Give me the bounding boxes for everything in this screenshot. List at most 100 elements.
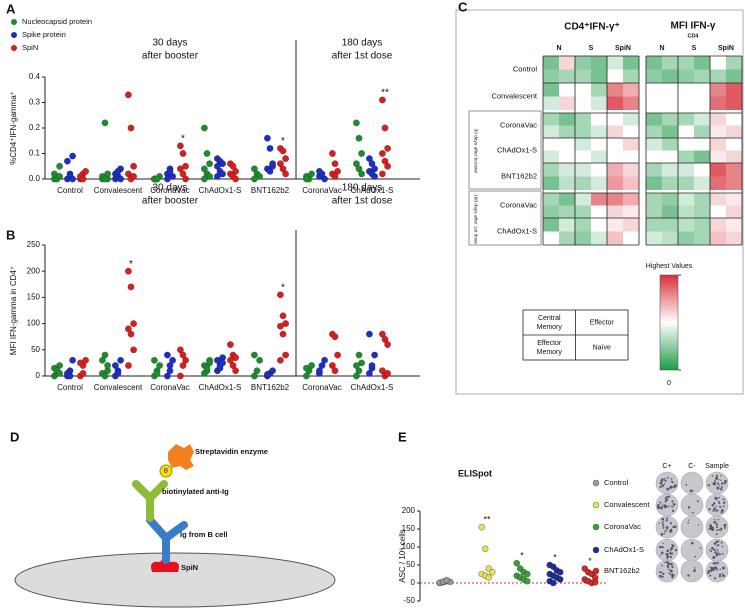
legend-marker [592, 523, 600, 531]
dot [358, 359, 366, 367]
well-spot [712, 502, 716, 505]
heat-cell [726, 193, 742, 206]
significance: ** [381, 88, 389, 99]
well-spot [709, 526, 713, 529]
panel-letter: D [10, 429, 19, 444]
well-spot [722, 498, 725, 501]
heat-cell [646, 218, 662, 232]
heat-cell [591, 56, 607, 70]
dot [69, 175, 77, 183]
well-spot [659, 570, 662, 574]
significance: * [181, 133, 185, 144]
well-spot [661, 545, 664, 549]
ig-antibody [146, 516, 188, 564]
well-spot [671, 505, 674, 508]
well-spot [707, 569, 710, 572]
well-spot [716, 561, 719, 565]
heat-cell [662, 125, 678, 138]
dot [523, 570, 531, 578]
well-spot [720, 475, 722, 477]
dot [549, 579, 557, 587]
heat-cell [710, 163, 726, 177]
heat-cell [591, 83, 607, 97]
well-spot [687, 506, 691, 509]
well-spot [718, 573, 722, 576]
heat-cell [646, 231, 662, 245]
well-spot [658, 545, 662, 549]
dot [206, 160, 214, 168]
dot [232, 354, 240, 362]
heat-cell [575, 96, 591, 110]
dot [179, 170, 187, 178]
dot [216, 364, 224, 372]
well-spot [665, 519, 668, 522]
well-spot [669, 555, 672, 559]
y-axis-title: ASC / 10⁶ cells [398, 529, 407, 583]
heat-cell [646, 69, 662, 83]
dot [321, 356, 329, 364]
dot [163, 351, 171, 359]
well-spot [712, 566, 715, 569]
heat-cell [559, 218, 575, 232]
heat-cell [678, 163, 694, 177]
heat-cell [646, 83, 662, 97]
well-spot [665, 526, 669, 529]
heat-cell [543, 125, 559, 138]
well-spot [723, 526, 726, 529]
well-spot [661, 484, 665, 487]
dot [302, 364, 310, 372]
well-spot [715, 476, 719, 480]
well-spot [714, 496, 718, 500]
dot [334, 351, 342, 359]
dot [371, 165, 379, 173]
heat-cell [694, 231, 710, 245]
well-spot [691, 541, 694, 545]
heat-cell [543, 56, 559, 70]
heat-cell [575, 138, 591, 151]
dot [282, 170, 290, 178]
dot [269, 160, 277, 168]
well-spot [716, 523, 719, 526]
heat-cell [694, 96, 710, 110]
colorbar-label: 0 [667, 380, 671, 387]
heat-cell [646, 205, 662, 218]
well-spot [722, 566, 725, 570]
well-spot [709, 569, 713, 572]
well-spot [694, 555, 697, 558]
dot [315, 167, 323, 175]
well-spot [708, 528, 710, 530]
dot [232, 367, 240, 375]
heat-cell [543, 83, 559, 97]
heat-cell [662, 205, 678, 218]
dot [104, 362, 112, 369]
dot [378, 367, 386, 375]
well-spot [674, 525, 677, 529]
dot [182, 175, 190, 183]
dot [358, 170, 366, 178]
dot [124, 325, 132, 333]
heat-cell [559, 69, 575, 83]
well-spot [715, 553, 719, 557]
dot [226, 356, 234, 364]
heat-cell [710, 69, 726, 83]
well-spot [715, 474, 718, 477]
biotin [159, 464, 173, 478]
dot [179, 150, 187, 157]
well-spot [717, 551, 719, 553]
y-tick-label: 100 [27, 319, 41, 328]
dot [203, 364, 211, 372]
well-spot [709, 574, 712, 577]
heat-cell [591, 193, 607, 206]
heat-cell [559, 56, 575, 70]
heat-cell [559, 163, 575, 177]
heat-cell [694, 193, 710, 206]
subset-label: Effector [537, 340, 562, 347]
dot [384, 369, 392, 377]
heat-cell [623, 56, 639, 70]
well-spot [718, 496, 720, 499]
well-spot [717, 482, 720, 485]
dot [130, 320, 138, 328]
x-tick-label: Control [57, 186, 83, 195]
legend-label: ChAdOx1-S [604, 545, 644, 554]
heat-cell [694, 163, 710, 177]
